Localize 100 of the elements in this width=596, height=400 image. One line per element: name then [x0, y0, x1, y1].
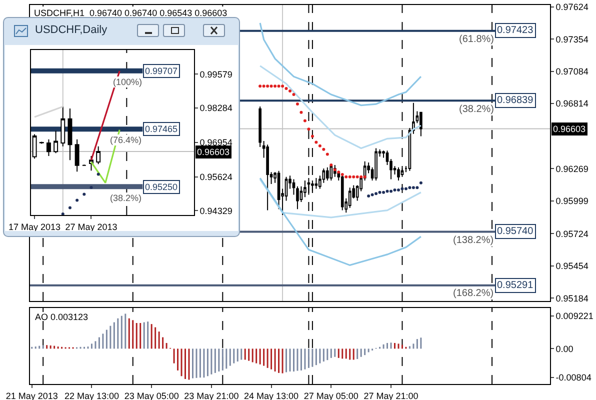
- point: [303, 119, 306, 122]
- annotation: (76.4%): [110, 135, 142, 145]
- point: [382, 190, 386, 194]
- y-tick-label: 0.96814: [556, 98, 588, 109]
- ref-line-label: 0.95291: [497, 280, 534, 291]
- ref-line-label: 0.95250: [145, 182, 178, 192]
- candlestick: [39, 141, 44, 144]
- point: [274, 84, 277, 88]
- point: [322, 148, 326, 151]
- candlestick: [60, 106, 66, 147]
- candlestick: [340, 174, 344, 211]
- y-tick-label: 0.96954: [200, 138, 232, 148]
- y-tick-label: 0.009221: [556, 310, 594, 321]
- y-tick-label: 0.94329: [200, 206, 232, 216]
- candlestick: [266, 144, 269, 211]
- point: [404, 187, 408, 190]
- ref-line-label: 0.97465: [145, 124, 178, 134]
- point: [370, 193, 374, 196]
- point: [300, 110, 303, 114]
- candlestick: [374, 148, 378, 181]
- point: [378, 190, 382, 194]
- y-tick-label: 0.98284: [200, 102, 232, 113]
- ref-line-label: 0.96839: [497, 95, 534, 106]
- annotation: (138.2%): [453, 235, 494, 246]
- annotation: (168.2%): [453, 288, 494, 299]
- y-tick-label: 0.96269: [556, 164, 588, 174]
- point: [258, 84, 262, 88]
- candlestick: [412, 102, 415, 134]
- point: [314, 140, 318, 144]
- point: [96, 172, 100, 176]
- candlestick: [348, 187, 352, 208]
- point: [367, 194, 370, 198]
- y-tick-label: 0.95624: [200, 172, 232, 182]
- point: [344, 175, 348, 178]
- line-series: [259, 65, 422, 150]
- candlestick: [292, 178, 296, 196]
- chart-title: USDCHF,H1 0.96740 0.96740 0.96543 0.96603: [34, 8, 228, 18]
- candlestick: [397, 166, 400, 181]
- point: [348, 175, 352, 178]
- y-tick-label: 0.97084: [556, 66, 588, 77]
- point: [374, 192, 378, 196]
- point: [61, 212, 64, 215]
- candlestick: [296, 186, 299, 210]
- point: [284, 87, 288, 90]
- point: [352, 175, 356, 178]
- annotation: (61.8%): [459, 34, 494, 45]
- candlestick: [420, 112, 422, 137]
- annotation: AO 0.003123: [35, 312, 88, 322]
- point: [270, 84, 273, 88]
- point: [386, 190, 389, 193]
- annotation: (38.2%): [110, 193, 142, 203]
- y-tick-label: 0.99579: [200, 69, 232, 80]
- candlestick: [326, 166, 329, 181]
- point: [393, 188, 396, 192]
- point: [333, 168, 336, 172]
- ref-line-label: 0.95740: [497, 226, 534, 237]
- candlestick: [46, 138, 51, 157]
- point: [416, 186, 419, 190]
- candlestick: [96, 146, 101, 165]
- candlestick: [54, 130, 58, 154]
- point: [408, 186, 412, 190]
- point: [318, 144, 322, 148]
- candlestick: [330, 164, 333, 181]
- line-series: [259, 177, 422, 266]
- point: [296, 102, 299, 106]
- ref-line-label: 0.97423: [497, 25, 534, 36]
- chart-title: USDCHF,Daily: [35, 24, 108, 36]
- point: [330, 163, 333, 166]
- candlestick: [258, 106, 262, 148]
- annotation: (38.2%): [459, 104, 494, 115]
- point: [419, 181, 422, 184]
- y-tick-label: 0.97624: [556, 2, 588, 12]
- point: [326, 152, 329, 156]
- point: [363, 175, 366, 178]
- candlestick: [304, 180, 306, 198]
- y-tick-label: 0.95184: [556, 293, 588, 304]
- line-series: [259, 178, 422, 218]
- point: [292, 93, 296, 96]
- point: [277, 84, 280, 88]
- point: [360, 175, 363, 178]
- point: [390, 190, 393, 193]
- point: [340, 172, 344, 176]
- point: [412, 186, 415, 190]
- annotation: (100%): [113, 77, 142, 87]
- y-tick-label: -0.00804: [556, 372, 592, 383]
- y-tick-label: 0.00: [556, 344, 574, 354]
- point: [262, 84, 266, 88]
- line-series: [259, 22, 422, 106]
- y-tick-label: 0.95724: [556, 228, 588, 239]
- point: [76, 198, 79, 202]
- y-tick-label: 0.95454: [556, 261, 588, 272]
- point: [288, 89, 292, 92]
- point: [266, 84, 270, 88]
- candlestick: [74, 138, 80, 172]
- ref-line-label: 0.96603: [197, 147, 230, 157]
- point: [68, 206, 72, 210]
- candlestick: [314, 178, 318, 190]
- ref-line-label: 0.99707: [145, 66, 178, 76]
- point: [356, 175, 359, 178]
- candlestick: [68, 108, 72, 161]
